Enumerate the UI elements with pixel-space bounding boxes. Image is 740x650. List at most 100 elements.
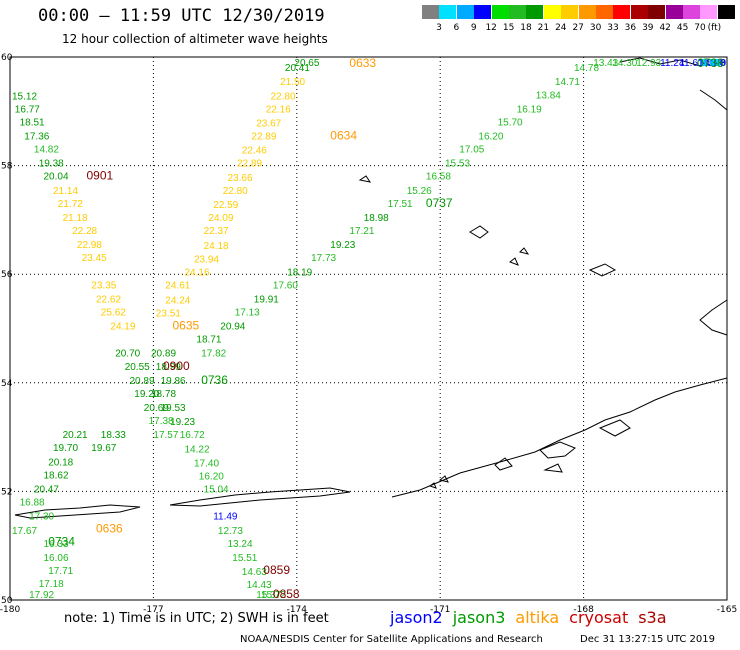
scale-swatch — [474, 5, 492, 19]
coast-nunivak — [588, 263, 617, 277]
scale-label: 9 — [470, 23, 477, 33]
wave-height-label: 11.49 — [213, 512, 238, 523]
x-tick-label: -171 — [430, 605, 450, 615]
coast-aleutian-chain — [169, 487, 351, 507]
wave-height-label: 18.51 — [20, 117, 45, 128]
wave-height-label: 16.06 — [44, 553, 69, 564]
coast-pribilof — [469, 225, 489, 239]
wave-height-label: 22.46 — [242, 146, 267, 157]
wave-height-label: 20.21 — [63, 430, 88, 441]
wave-height-label: 23.94 — [194, 254, 219, 265]
wave-height-label: 18.62 — [44, 470, 69, 481]
coast-bristol — [699, 299, 728, 336]
y-tick-label: 50 — [1, 596, 13, 606]
footer-timestamp: Dec 31 13:27:15 UTC 2019 — [580, 634, 715, 645]
wave-height-label: 20.89 — [130, 376, 155, 387]
wave-height-label: 24.18 — [204, 241, 229, 252]
scale-label: 24 — [555, 23, 567, 33]
wave-height-label: 20.55 — [125, 362, 150, 373]
wave-height-label: 12.93 — [636, 58, 661, 69]
wave-height-label: 21.18 — [63, 213, 88, 224]
map-frame — [9, 56, 728, 601]
wave-height-label: 18.71 — [196, 335, 221, 346]
scale-swatch — [456, 5, 474, 19]
wave-height-label: 22.28 — [72, 226, 97, 237]
grid-lines — [10, 57, 727, 600]
wave-height-label: 14.22 — [185, 444, 210, 455]
scale-swatch — [648, 5, 666, 19]
wave-height-label: 20.89 — [151, 349, 176, 360]
wave-height-label: 16.19 — [517, 104, 542, 115]
wave-height-label: 10.30 — [701, 58, 726, 69]
wave-height-label: 22.37 — [204, 226, 229, 237]
wave-height-label: 22.98 — [77, 240, 102, 251]
time-label: 0635 — [173, 319, 200, 333]
scale-label: 70 — [694, 23, 706, 33]
coast-island-3 — [543, 463, 563, 473]
scale-swatch — [509, 5, 526, 19]
wave-height-label: 20.94 — [220, 322, 245, 333]
coast-island-4 — [494, 457, 513, 471]
wave-height-label: 9.14 — [701, 58, 721, 69]
wave-height-label: 20.41 — [285, 63, 310, 74]
map-title: 00:00 – 11:59 UTC 12/30/2019 — [38, 6, 325, 26]
wave-height-label: 13.84 — [536, 90, 561, 101]
x-tick-label: -165 — [717, 605, 737, 615]
wave-height-label: 17.60 — [273, 280, 298, 291]
wave-height-label: 21.50 — [280, 77, 305, 88]
wave-height-label: 18.98 — [364, 213, 389, 224]
wave-height-label: 17.40 — [194, 458, 219, 469]
time-label: 0858 — [273, 587, 300, 601]
x-tick-label: -174 — [287, 605, 308, 615]
wave-height-label: 16.77 — [15, 104, 40, 115]
wave-height-label: 23.35 — [91, 280, 116, 291]
wave-height-label: 13.43 — [593, 58, 618, 69]
wave-height-label: 17.05 — [459, 145, 484, 156]
wave-height-label: 19.67 — [91, 443, 116, 454]
wave-height-label: 8.90 — [701, 58, 721, 69]
wave-height-label: 23.67 — [256, 119, 281, 130]
wave-height-label: 17.73 — [311, 253, 336, 264]
scale-swatch — [491, 5, 509, 19]
time-label: 0734 — [48, 535, 75, 549]
wave-height-label: 15.04 — [204, 485, 229, 496]
x-tick-label: -180 — [0, 605, 20, 615]
coast-east-shore — [699, 89, 728, 111]
time-label: 0634 — [330, 129, 357, 143]
wave-height-label: 15.37 — [256, 590, 281, 601]
wave-height-label: 17.13 — [235, 308, 260, 319]
scale-label: 27 — [572, 23, 584, 33]
satellite-legend: jason2 jason3 altika cryosat s3a — [390, 608, 677, 627]
coast-aleutian-west — [14, 504, 141, 519]
scale-label: 3 — [436, 23, 442, 33]
wave-height-label: 15.53 — [445, 159, 470, 170]
scale-swatch — [596, 5, 613, 19]
wave-height-label: 14.71 — [555, 77, 580, 88]
scale-label: 18 — [520, 23, 532, 33]
wave-height-label: 21.72 — [58, 199, 83, 210]
time-label: 0736 — [201, 373, 228, 387]
wave-height-label: 19.91 — [254, 294, 279, 305]
x-tick-label: -177 — [143, 605, 163, 615]
wave-height-label: 22.16 — [266, 104, 291, 115]
scale-label: 6 — [453, 23, 460, 33]
legend-entry: cryosat — [569, 608, 629, 627]
scale-label: 42 — [659, 23, 671, 33]
wave-height-label: 19.23 — [170, 417, 195, 428]
legend-entry: jason2 — [390, 608, 443, 627]
time-label: 0737 — [426, 196, 453, 210]
scale-unit: (ft) — [707, 23, 722, 33]
wave-height-label: 17.57 — [153, 430, 178, 441]
footer-note: note: 1) Time is in UTC; 2) SWH is in fe… — [64, 611, 329, 626]
wave-height-label: 16.88 — [20, 498, 45, 509]
scale-swatch — [700, 5, 718, 19]
wave-height-label: 18.78 — [151, 389, 176, 400]
wave-height-label: 20.47 — [34, 485, 59, 496]
scale-swatch — [578, 5, 596, 19]
wave-height-label: 20.70 — [115, 349, 140, 360]
wave-height-label: 6.35 — [701, 58, 721, 69]
wave-height-label: 14.43 — [247, 580, 272, 591]
time-label: 0900 — [163, 359, 190, 373]
